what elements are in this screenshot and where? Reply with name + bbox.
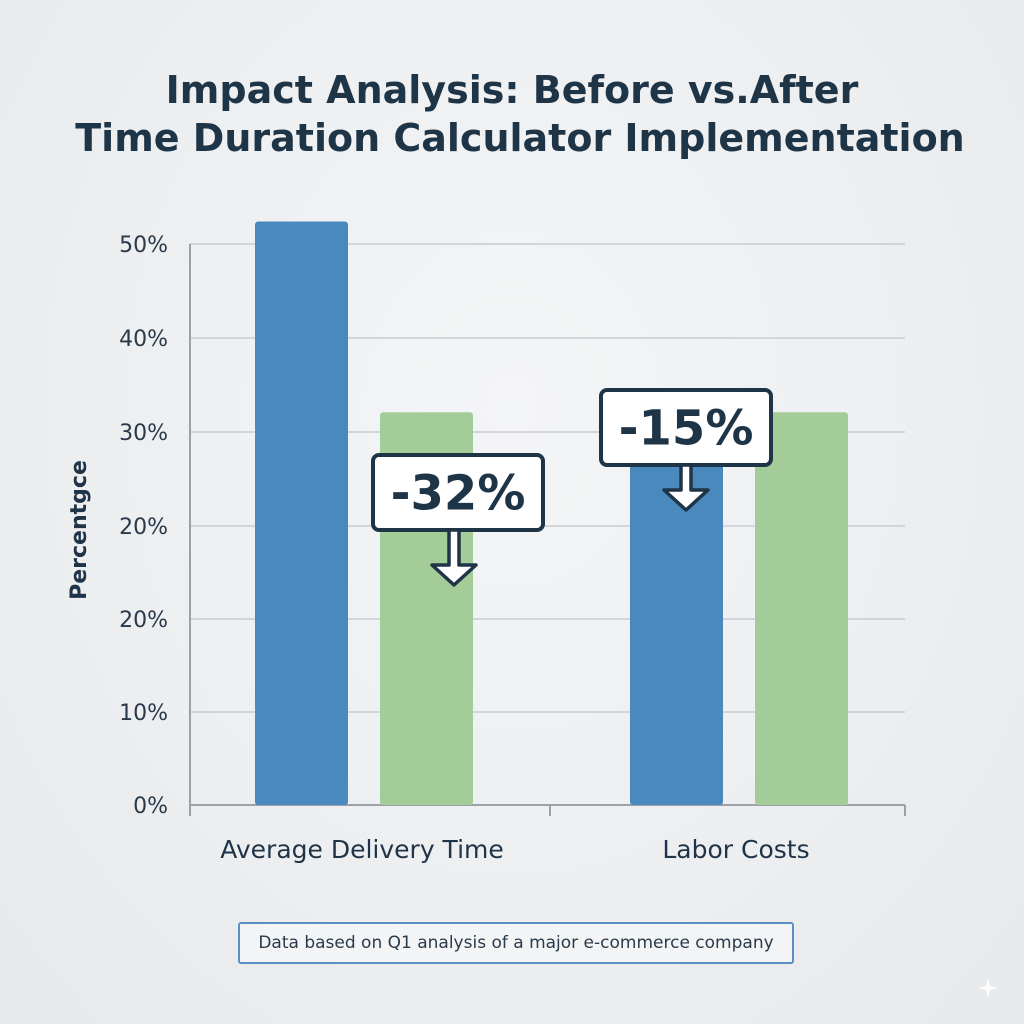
y-tick-label: 10%	[119, 701, 168, 726]
y-tick-label: 30%	[119, 421, 168, 446]
sparkle-icon	[978, 978, 998, 998]
bars	[255, 221, 848, 805]
tick-labels: 0% 10% 20% 20% 30% 40% 50% Percentgce Average De…	[67, 233, 810, 864]
y-tick-label: 20%	[119, 608, 168, 633]
y-tick-label: 40%	[119, 327, 168, 352]
y-tick-label: 0%	[133, 794, 168, 819]
footnote-box: Data based on Q1 analysis of a major e-c…	[238, 922, 794, 964]
callout-badge: -15%	[599, 388, 773, 512]
y-axis-label: Percentgce	[67, 460, 92, 600]
footnote-text: Data based on Q1 analysis of a major e-c…	[258, 933, 774, 953]
callout-badge: -32%	[371, 453, 545, 587]
callout-label: -15%	[619, 401, 754, 457]
y-tick-label: 50%	[119, 233, 168, 258]
callout-label: -32%	[391, 466, 526, 522]
down-arrow-icon	[430, 528, 478, 587]
chart-title-line-1: Impact Analysis: Before vs.After	[165, 68, 859, 112]
callouts: -32% -15%	[371, 388, 773, 587]
x-category-label: Labor Costs	[662, 835, 809, 864]
bar-before	[630, 445, 723, 805]
down-arrow-icon	[662, 463, 710, 512]
chart-title-line-2: Time Duration Calculator Implementation	[75, 116, 965, 160]
y-tick-label: 20%	[119, 515, 168, 540]
x-category-label: Average Delivery Time	[220, 835, 504, 864]
bar-after	[755, 412, 848, 805]
bar-before	[255, 221, 348, 805]
